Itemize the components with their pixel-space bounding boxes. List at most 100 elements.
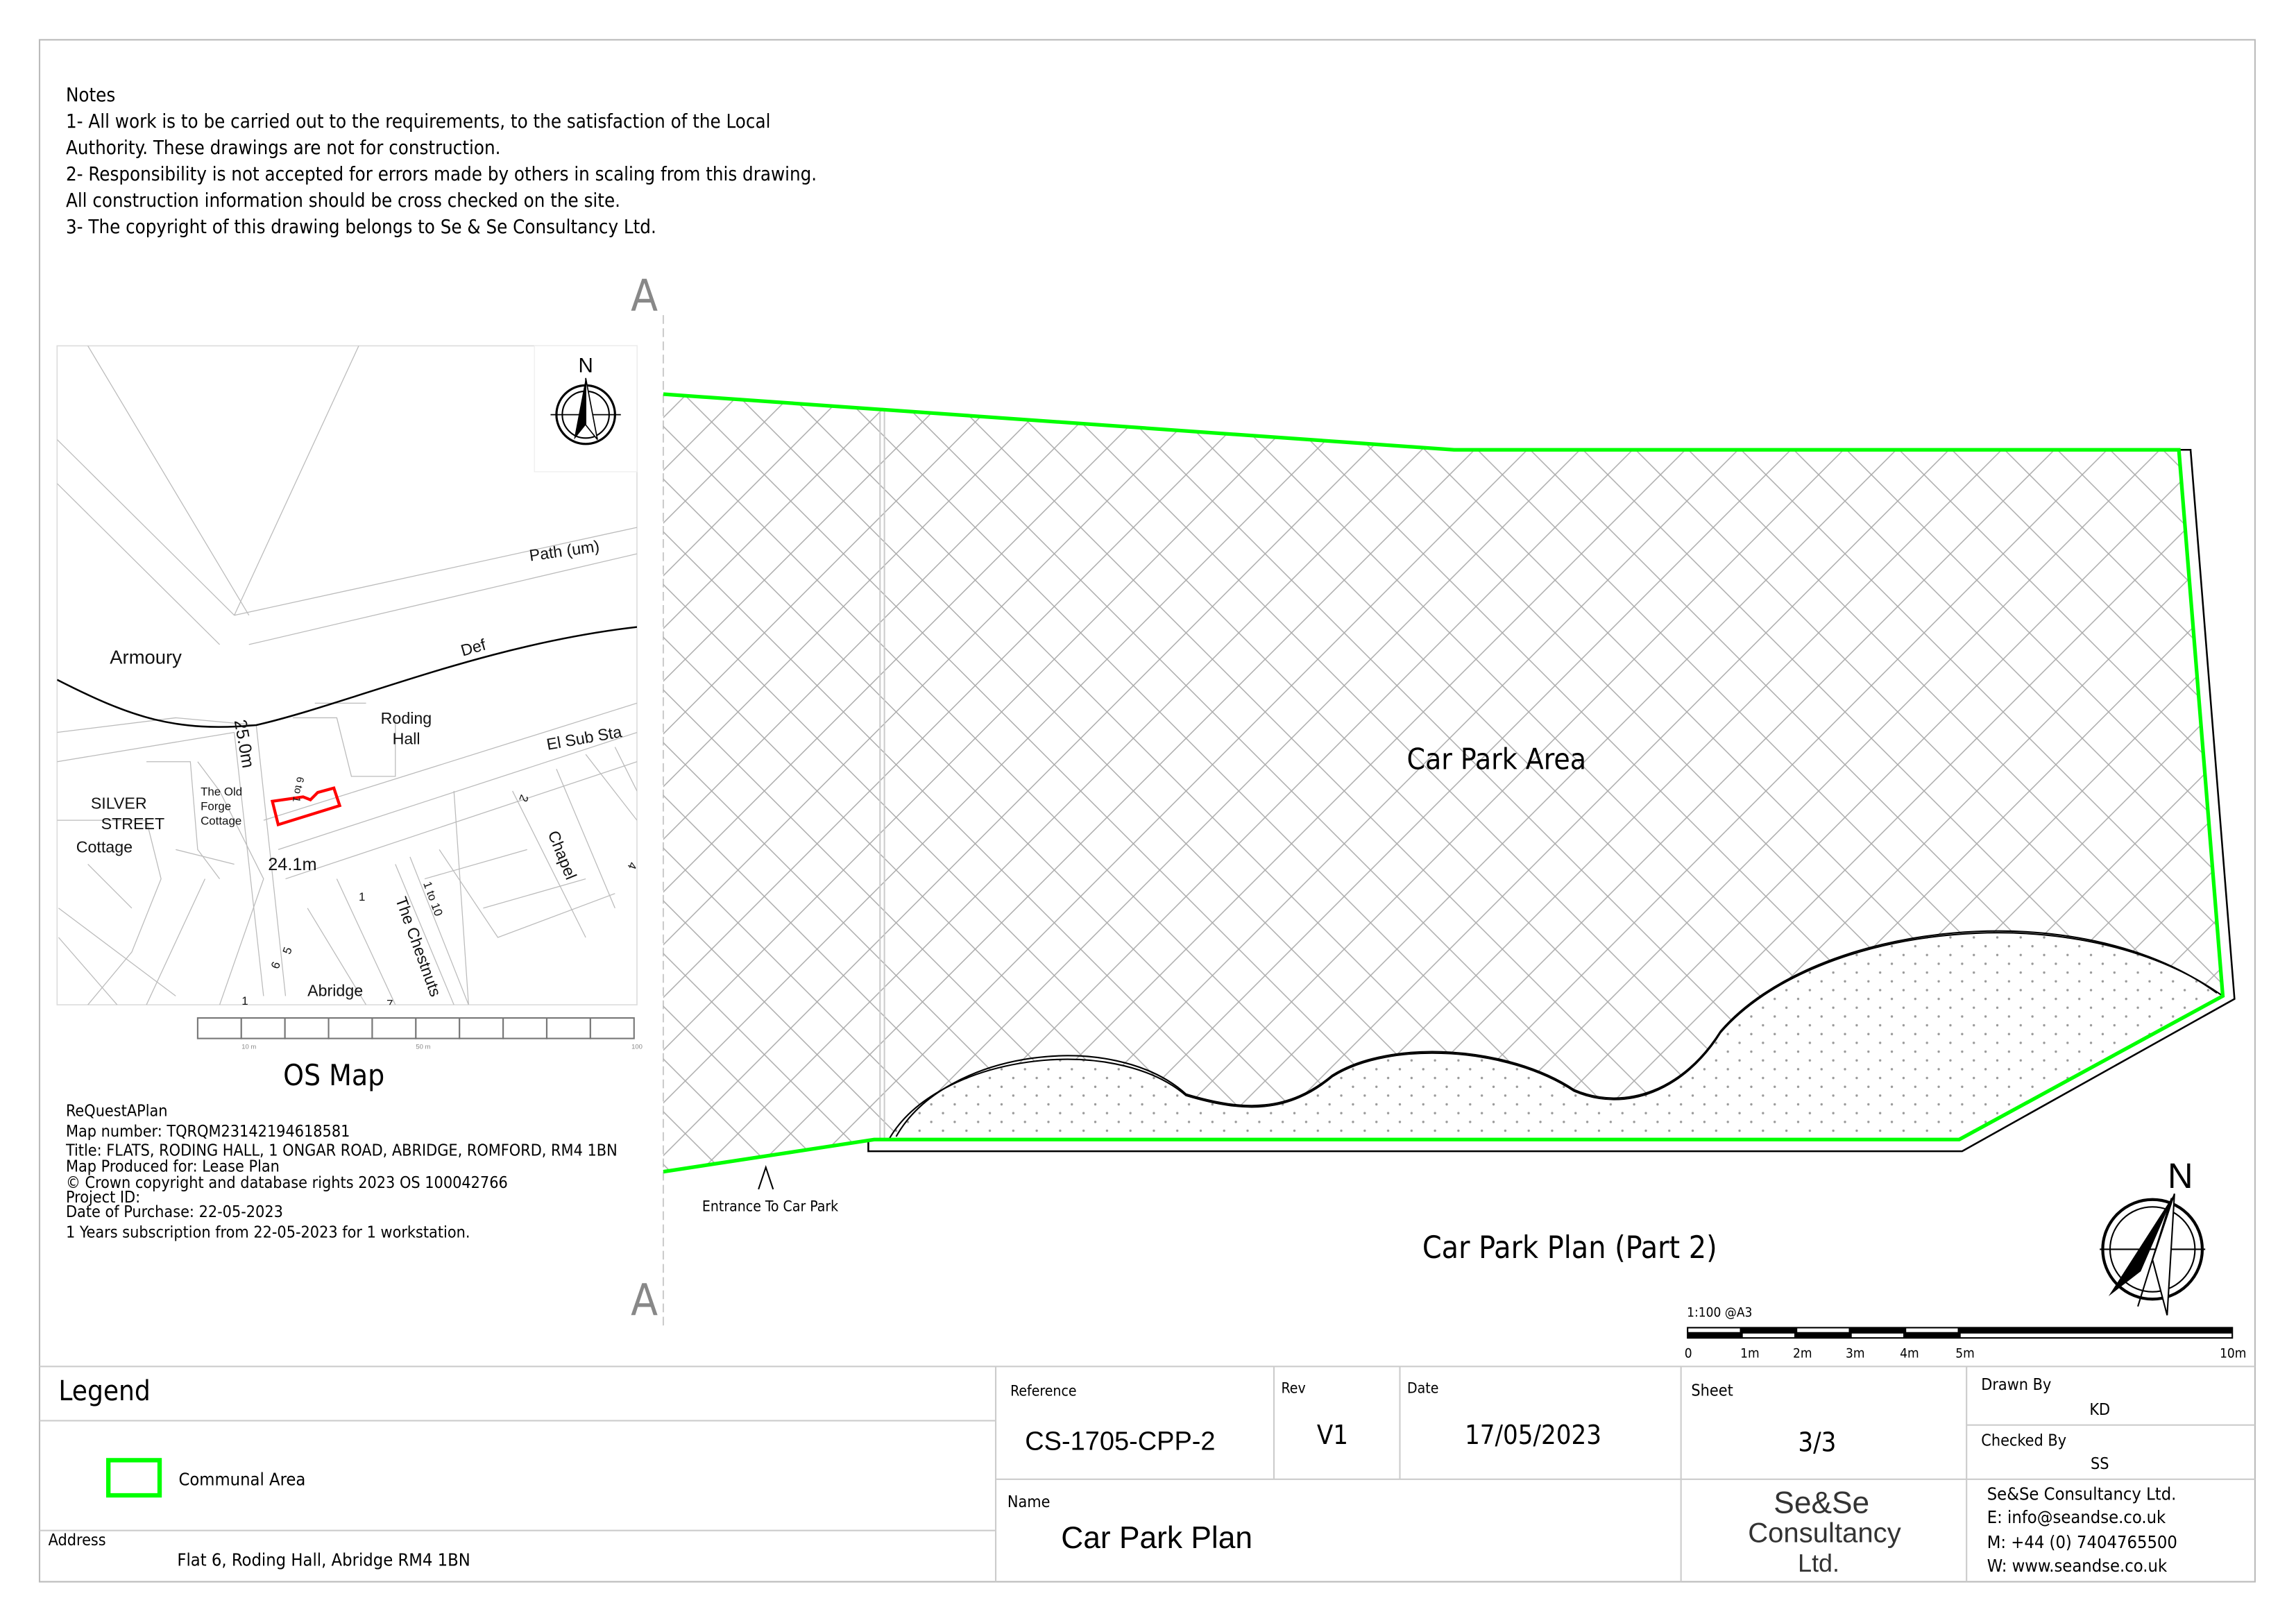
svg-text:ReQuestAPlan: ReQuestAPlan (66, 1101, 168, 1120)
site-outline (867, 448, 2236, 1153)
scale-cell (196, 1017, 242, 1039)
svg-text:The Old: The Old (201, 785, 242, 798)
svg-text:© Crown copyright and database: © Crown copyright and database rights 20… (66, 1173, 508, 1192)
svg-text:1: 1 (359, 890, 365, 903)
scale-segment (1960, 1333, 2232, 1338)
svg-text:1m: 1m (1740, 1346, 1760, 1361)
note-line: 2- Responsibility is not accepted for er… (66, 164, 817, 185)
svg-text:Se&Se Consultancy Ltd.: Se&Se Consultancy Ltd. (1987, 1483, 2177, 1504)
svg-text:Map Produced for: Lease Plan: Map Produced for: Lease Plan (66, 1157, 280, 1176)
svg-text:4m: 4m (1900, 1346, 1919, 1361)
legend-swatch-communal (105, 1458, 162, 1498)
svg-text:50 m: 50 m (416, 1043, 430, 1051)
car-park-plan: Car Park Area Entrance To Car Park Car P… (663, 392, 2246, 1361)
scale-segment (1797, 1328, 1849, 1332)
svg-text:10m: 10m (2220, 1346, 2246, 1361)
scale-cell (240, 1017, 286, 1039)
note-line: Authority. These drawings are not for co… (66, 137, 500, 159)
svg-text:Hall: Hall (393, 729, 420, 747)
scale-cell (502, 1017, 548, 1039)
scale-cell (545, 1017, 591, 1039)
company-contact: Se&Se Consultancy Ltd. E: info@seandse.c… (1987, 1483, 2177, 1575)
legend-item-label: Communal Area (178, 1468, 305, 1489)
svg-text:Consultancy: Consultancy (1748, 1518, 1901, 1549)
scale-cell (415, 1017, 461, 1039)
svg-text:7: 7 (386, 997, 393, 1010)
svg-text:10 m: 10 m (241, 1043, 256, 1051)
svg-text:Reference: Reference (1010, 1382, 1076, 1400)
section-mark-top: A (631, 270, 658, 321)
scale-cell (284, 1017, 330, 1039)
svg-text:Date: Date (1407, 1379, 1438, 1396)
scale-cell (328, 1017, 373, 1039)
sheet-border (38, 39, 2256, 1583)
svg-text:100: 100 (631, 1043, 643, 1051)
entrance-label: Entrance To Car Park (702, 1198, 838, 1215)
legend-title: Legend (58, 1375, 150, 1407)
site-boundary (270, 786, 342, 827)
svg-text:Sheet: Sheet (1691, 1382, 1733, 1400)
svg-text:Date of Purchase: 22-05-2023: Date of Purchase: 22-05-2023 (66, 1203, 283, 1221)
svg-text:2m: 2m (1793, 1346, 1812, 1361)
notes-heading: Notes (66, 85, 115, 106)
note-line: All construction information should be c… (66, 190, 620, 212)
svg-text:Drawn By: Drawn By (1981, 1375, 2051, 1394)
svg-text:Rev: Rev (1282, 1379, 1306, 1396)
north-arrow-icon: N (2100, 1156, 2206, 1316)
river-line (57, 626, 637, 728)
svg-text:STREET: STREET (101, 815, 165, 833)
title-block (39, 1366, 2255, 1582)
communal-boundary (663, 392, 2225, 1174)
notes: Notes 1- All work is to be carried out t… (66, 85, 817, 238)
entrance-arrow-icon (758, 1164, 774, 1190)
note-line: 1- All work is to be carried out to the … (66, 111, 770, 133)
car-park-area-label: Car Park Area (1406, 742, 1586, 776)
svg-text:Forge: Forge (201, 799, 231, 813)
svg-text:6 to 1: 6 to 1 (290, 776, 305, 803)
svg-text:24.1m: 24.1m (268, 855, 316, 874)
os-map: Path (um) Armoury Def Roding Hall El Sub… (56, 345, 643, 1092)
scale-segment (1851, 1333, 1904, 1338)
svg-text:Ltd.: Ltd. (1798, 1549, 1839, 1577)
company-logo: Se&Se Consultancy Ltd. (1748, 1486, 1901, 1577)
map-info: ReQuestAPlan Map number: TQRQM2314219461… (65, 1101, 618, 1241)
address-value: Flat 6, Roding Hall, Abridge RM4 1BN (177, 1549, 470, 1570)
map-north-arrow-icon: N (534, 345, 638, 473)
car-park-hatch (663, 394, 2223, 1172)
scale-cell (371, 1017, 417, 1039)
os-map-scale-bar (196, 1017, 635, 1039)
scale-segment (1742, 1333, 1795, 1338)
sheet-value: 3/3 (1798, 1427, 1836, 1458)
section-mark-bottom: A (631, 1274, 658, 1325)
planting-edge (888, 932, 2224, 1140)
plan-title: Car Park Plan (Part 2) (1422, 1230, 1717, 1266)
svg-text:Project ID:: Project ID: (66, 1188, 140, 1207)
legend: Legend Communal Area Address Flat 6, Rod… (49, 1375, 470, 1570)
title-block-fields: Reference CS-1705-CPP-2 Rev V1 Date 17/0… (1007, 1375, 2177, 1577)
scale-cell (459, 1017, 504, 1039)
svg-text:Checked By: Checked By (1981, 1431, 2066, 1450)
svg-text:W: www.seandse.co.uk: W: www.seandse.co.uk (1987, 1555, 2168, 1576)
date-value: 17/05/2023 (1465, 1420, 1601, 1450)
svg-text:1: 1 (241, 994, 248, 1008)
svg-text:SILVER: SILVER (91, 794, 147, 812)
plan-scale-bar (1687, 1327, 2234, 1339)
svg-text:N: N (578, 354, 593, 377)
scale-segment (1688, 1328, 1740, 1332)
svg-text:M: +44 (0) 7404765500: M: +44 (0) 7404765500 (1987, 1531, 2177, 1552)
drawing-name: Car Park Plan (1061, 1521, 1252, 1555)
svg-text:3m: 3m (1846, 1346, 1865, 1361)
svg-text:Roding: Roding (381, 709, 432, 727)
address-label: Address (49, 1531, 106, 1549)
svg-text:Cottage: Cottage (201, 814, 241, 827)
svg-text:Map number: TQRQM2314219461858: Map number: TQRQM23142194618581 (66, 1122, 350, 1141)
rev-value: V1 (1317, 1420, 1348, 1450)
svg-text:N: N (2168, 1156, 2193, 1196)
communal-dotted-area (888, 933, 2223, 1140)
scale-segment (1906, 1328, 1958, 1332)
drawn-by-value: KD (2089, 1400, 2110, 1419)
os-map-caption: OS Map (283, 1058, 384, 1092)
reference-value: CS-1705-CPP-2 (1025, 1427, 1215, 1456)
svg-text:1 Years subscription from 22-0: 1 Years subscription from 22-05-2023 for… (66, 1223, 470, 1242)
